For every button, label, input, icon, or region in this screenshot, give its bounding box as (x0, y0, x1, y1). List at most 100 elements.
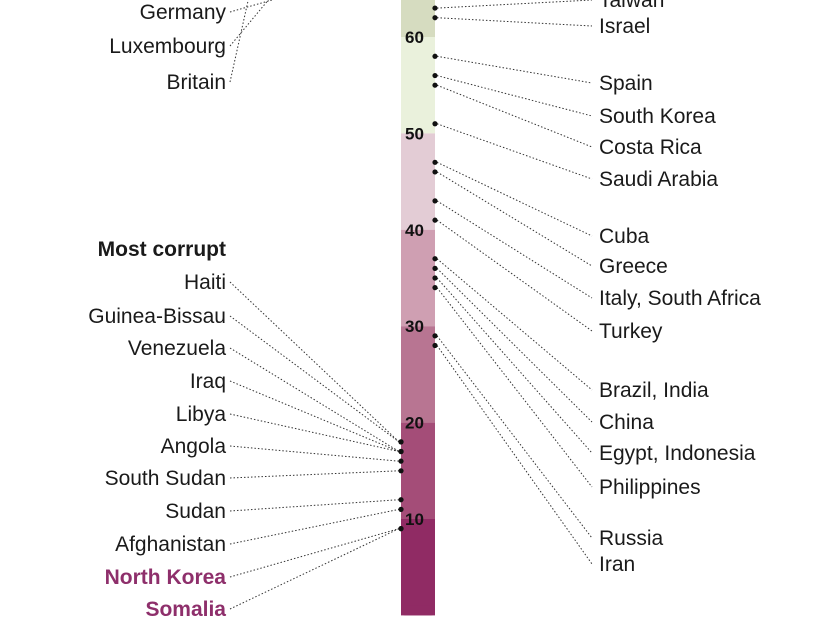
point-philippines (432, 285, 438, 291)
point-angola (398, 458, 404, 464)
leader-china (436, 268, 593, 423)
label-philippines: Philippines (599, 476, 701, 499)
point-russia (432, 333, 438, 339)
label-haiti: Haiti (184, 271, 226, 294)
label-afghanistan: Afghanistan (115, 533, 226, 556)
label-spain: Spain (599, 72, 653, 95)
label-iraq: Iraq (190, 370, 226, 393)
label-turkey: Turkey (599, 320, 663, 343)
label-south-sudan: South Sudan (105, 467, 226, 490)
leader-south-korea (436, 75, 593, 117)
label-south-korea: South Korea (599, 105, 716, 128)
label-guinea-bissau: Guinea-Bissau (88, 305, 226, 328)
tick-label-50: 50 (405, 124, 424, 143)
label-italy-south-africa: Italy, South Africa (599, 287, 761, 310)
point-taiwan (432, 5, 438, 11)
band-0-10 (401, 519, 435, 616)
point-brazil-india (432, 256, 438, 262)
leader-costa-rica (436, 84, 593, 148)
label-somalia: Somalia (145, 598, 226, 621)
leader-iran (436, 345, 593, 565)
label-china: China (599, 411, 654, 434)
point-china (432, 265, 438, 271)
leader-luxembourg (229, 0, 269, 47)
leader-germany (229, 0, 274, 13)
point-costa-rica (432, 82, 438, 88)
label-luxembourg: Luxembourg (109, 35, 226, 58)
leader-egypt-indonesia (436, 277, 593, 454)
point-italy-south-africa (432, 198, 438, 204)
leader-sudan (229, 499, 400, 512)
leader-taiwan (436, 0, 593, 9)
label-venezuela: Venezuela (128, 337, 226, 360)
leader-saudi-arabia (436, 123, 593, 180)
label-britain: Britain (166, 71, 226, 94)
point-iran (432, 342, 438, 349)
band-60-plus (401, 0, 435, 37)
tick-label-10: 10 (405, 510, 424, 529)
leader-italy-south-africa (436, 200, 593, 299)
leader-greece (436, 171, 593, 267)
point-turkey (432, 217, 438, 223)
label-israel: Israel (599, 15, 650, 38)
data-points (398, 5, 438, 532)
point-afghanistan (398, 506, 404, 512)
label-taiwan: Taiwan (599, 0, 664, 12)
tick-label-30: 30 (405, 317, 424, 336)
leader-brazil-india (436, 258, 593, 391)
leader-somalia (229, 528, 400, 610)
band-30-40 (401, 229, 435, 327)
point-south-sudan (398, 468, 404, 474)
leader-turkey (436, 219, 593, 332)
leader-haiti (229, 281, 400, 443)
scale-bands (401, 0, 435, 616)
point-south-korea (432, 72, 438, 79)
band-end-cap (401, 605, 435, 616)
leader-south-sudan (229, 470, 400, 479)
point-libya (398, 448, 404, 455)
band-20-30 (401, 326, 435, 423)
point-spain (432, 53, 438, 59)
label-cuba: Cuba (599, 225, 650, 248)
country-labels: Most corrupt Taiwan Israel Spain South Korea… (88, 0, 761, 621)
label-costa-rica: Costa Rica (599, 136, 702, 159)
leader-britain (229, 0, 249, 83)
leader-spain (436, 55, 593, 84)
leader-north-korea (229, 528, 400, 578)
leader-russia (436, 335, 593, 539)
point-greece (432, 169, 438, 175)
label-libya: Libya (176, 403, 227, 426)
label-saudi-arabia: Saudi Arabia (599, 168, 718, 191)
leader-libya (229, 413, 400, 453)
leader-philippines (436, 287, 593, 488)
band-10-20 (401, 422, 435, 519)
point-sudan (398, 497, 404, 503)
leader-angola (229, 445, 400, 462)
point-saudi-arabia (432, 121, 438, 127)
label-angola: Angola (161, 435, 227, 458)
label-russia: Russia (599, 527, 664, 550)
scale-ticks: 10 20 30 40 50 60 (405, 28, 424, 529)
tick-label-60: 60 (405, 28, 424, 47)
point-somalia (398, 526, 404, 532)
point-guinea-bissau (398, 439, 404, 445)
label-germany: Germany (140, 1, 227, 24)
label-egypt-indonesia: Egypt, Indonesia (599, 442, 756, 465)
tick-label-40: 40 (405, 221, 424, 240)
label-sudan: Sudan (165, 500, 226, 523)
leader-venezuela (229, 347, 400, 452)
leader-iraq (229, 380, 400, 452)
label-north-korea: North Korea (105, 566, 227, 589)
band-50-60 (401, 37, 435, 134)
leader-israel (436, 17, 593, 27)
leader-cuba (436, 161, 593, 237)
point-cuba (432, 159, 438, 165)
point-egypt-indonesia (432, 275, 438, 281)
leader-lines (229, 0, 593, 610)
left-header: Most corrupt (98, 238, 226, 261)
band-40-50 (401, 133, 435, 230)
leader-guinea-bissau (229, 315, 400, 443)
point-israel (432, 15, 438, 21)
tick-label-20: 20 (405, 414, 424, 433)
